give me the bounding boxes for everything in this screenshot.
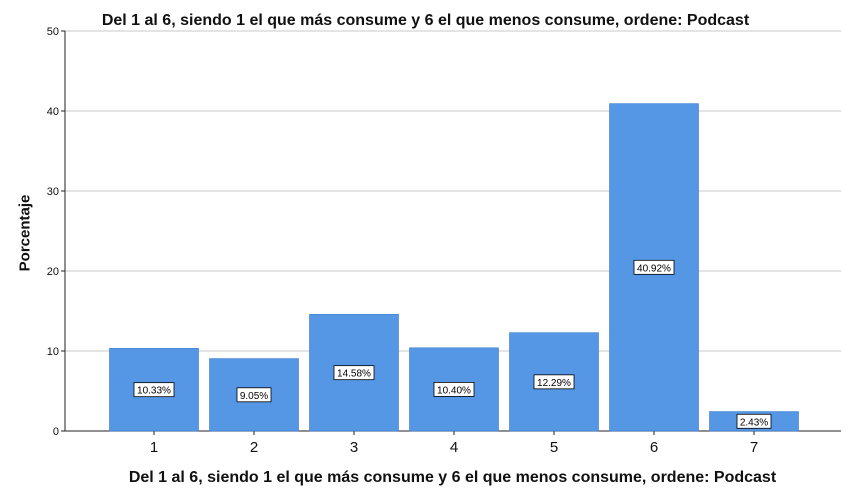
data-label-text: 14.58% xyxy=(337,369,371,380)
bars xyxy=(109,103,799,432)
data-label-text: 10.40% xyxy=(437,385,471,396)
bar-4 xyxy=(409,347,499,432)
data-label-5: 12.29% xyxy=(533,374,575,390)
data-label-4: 10.40% xyxy=(433,381,475,397)
y-tick-label: 50 xyxy=(47,26,59,38)
y-tick-label: 30 xyxy=(47,186,59,198)
data-label-2: 9.05% xyxy=(236,387,272,403)
chart-title: Del 1 al 6, siendo 1 el que más consume … xyxy=(101,12,750,29)
data-label-1: 10.33% xyxy=(133,382,175,398)
data-label-text: 9.05% xyxy=(240,391,268,402)
data-label-text: 10.33% xyxy=(137,386,171,397)
data-label-text: 2.43% xyxy=(740,417,768,428)
data-label-box xyxy=(433,381,475,397)
data-label-7: 2.43% xyxy=(736,413,772,429)
x-tick-label-1: 1 xyxy=(150,439,158,456)
y-tick-label: 10 xyxy=(47,346,59,358)
data-label-box xyxy=(236,387,272,403)
gridlines xyxy=(65,30,841,352)
data-label-box xyxy=(533,374,575,390)
x-tick-label-6: 6 xyxy=(650,439,658,456)
x-axis-label: Del 1 al 6, siendo 1 el que más consume … xyxy=(128,469,777,486)
x-tick-label-3: 3 xyxy=(350,439,358,456)
x-tick-label-7: 7 xyxy=(750,439,758,456)
data-label-text: 12.29% xyxy=(537,378,571,389)
data-label-6: 40.92% xyxy=(633,259,675,275)
x-tick-label-2: 2 xyxy=(250,439,258,456)
x-tick-label-5: 5 xyxy=(550,439,558,456)
data-label-box xyxy=(736,413,772,429)
y-tick-label: 20 xyxy=(47,266,59,278)
data-label-box xyxy=(333,365,375,381)
data-labels: 10.33% 9.05% 14.58% 10.40% 12.29% 40.92% 2.43% xyxy=(133,259,772,429)
y-tick-label: 0 xyxy=(53,426,59,438)
x-tick-label-4: 4 xyxy=(450,439,458,456)
data-label-3: 14.58% xyxy=(333,365,375,381)
data-label-box xyxy=(633,259,675,275)
y-tick-label: 40 xyxy=(47,106,59,118)
data-label-box xyxy=(133,382,175,398)
data-label-text: 40.92% xyxy=(637,263,671,274)
